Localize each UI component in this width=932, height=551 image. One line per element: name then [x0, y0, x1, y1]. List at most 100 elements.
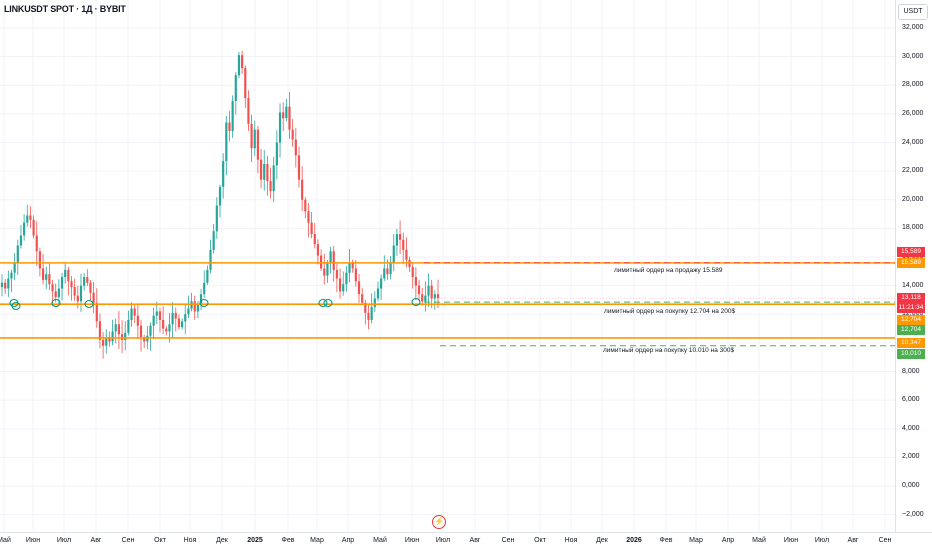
candle-body: [57, 288, 60, 298]
candle-body: [196, 304, 199, 312]
candle-body: [323, 268, 326, 276]
candle-body: [256, 129, 260, 160]
candle-body: [370, 307, 373, 320]
candle-body: [26, 215, 29, 223]
candle-body: [316, 244, 320, 256]
time-axis[interactable]: Май Июн Июл Авг Сен Окт Ноя Дек 2025 Фев Мар Апр Май…: [0, 532, 932, 551]
candle-body: [367, 312, 370, 320]
time-tick-label: Окт: [534, 537, 546, 544]
candle-body: [351, 262, 354, 269]
candle-body: [108, 337, 111, 342]
time-tick-label: Июл: [435, 537, 451, 544]
candle-body: [124, 332, 127, 341]
price-tick-label: 22,000: [902, 167, 924, 175]
candle-body: [136, 315, 139, 326]
price-tick-label: 14,000: [902, 281, 924, 289]
time-tick-label: 2025: [247, 537, 263, 544]
price-tick-label: 18,000: [902, 224, 924, 232]
candle-body: [282, 112, 285, 119]
price-tick-label: −2,000: [902, 510, 924, 518]
time-tick-label: Июл: [814, 537, 830, 544]
price-tick-label: 30,000: [902, 52, 924, 60]
time-tick-label: Июл: [56, 537, 72, 544]
time-tick-label: Окт: [154, 537, 166, 544]
time-tick-label: Июн: [404, 537, 420, 544]
candle-body: [114, 324, 117, 332]
candle-body: [332, 251, 335, 270]
candle-body: [111, 331, 114, 342]
candle-body: [92, 292, 95, 303]
candle-body: [215, 205, 218, 232]
chart-canvas[interactable]: [0, 0, 895, 532]
buy-order-note-2[interactable]: лимитный ордер на покупку 10.010 на 300$: [603, 347, 735, 354]
support-circle: [411, 297, 421, 307]
candle-body: [421, 294, 424, 302]
price-tick-label: 24,000: [902, 138, 924, 146]
candle-body: [310, 222, 313, 235]
candle-body: [414, 277, 417, 286]
time-tick-label: 2026: [626, 537, 642, 544]
time-tick-label: Авг: [847, 537, 859, 544]
candle-body: [7, 278, 10, 289]
candle-body: [357, 281, 361, 295]
candle-body: [297, 155, 301, 180]
candle-body: [402, 239, 405, 250]
price-tick-label: 8,000: [902, 367, 920, 375]
candle-body: [45, 274, 48, 280]
time-tick-label: Дек: [216, 537, 228, 544]
candle-body: [19, 235, 23, 246]
candle-body: [203, 282, 206, 295]
candle-body: [73, 287, 76, 296]
currency-button[interactable]: USDT: [898, 4, 928, 20]
buy-order-note-1[interactable]: лимитный ордер на покупку 12.704 на 200$: [604, 308, 736, 315]
candle-body: [38, 251, 42, 269]
candle-body: [285, 106, 288, 119]
candle-body: [102, 340, 105, 346]
price-badge-sell-order-2: 15,589: [897, 258, 925, 268]
candle-body: [212, 231, 215, 250]
candle-body: [269, 181, 272, 192]
candle-body: [427, 285, 430, 296]
candle-body: [10, 272, 13, 279]
candle-body: [329, 251, 332, 263]
time-tick-label: Ноя: [183, 537, 197, 544]
candle-body: [335, 269, 338, 279]
time-tick-label: Авг: [90, 537, 102, 544]
candle-body: [259, 159, 263, 180]
price-tick-label: 4,000: [902, 424, 920, 432]
candle-body: [278, 112, 282, 143]
candle-body: [60, 277, 64, 289]
candle-body: [364, 302, 367, 313]
price-badge-sell-order-1: 15,589: [897, 247, 925, 257]
time-tick-label: Июн: [783, 537, 799, 544]
candle-body: [253, 129, 256, 149]
support-circle: [84, 299, 94, 309]
candle-body: [193, 301, 196, 312]
support-circle: [318, 298, 328, 308]
time-tick-label: Апр: [721, 537, 735, 544]
candle-body: [417, 285, 421, 295]
candle-body: [424, 295, 427, 302]
candle-body: [83, 277, 86, 286]
price-badge-buy-order-2: 10,010: [897, 349, 925, 359]
lightning-icon[interactable]: ⚡: [432, 515, 446, 529]
candle-body: [54, 291, 57, 298]
time-tick-label: Дек: [596, 537, 608, 544]
time-tick-label: Фев: [659, 537, 673, 544]
chart-area[interactable]: LINKUSDT SPOT · 1Д · BYBIT лимитный орде…: [0, 0, 895, 532]
candle-body: [143, 337, 146, 342]
candle-body: [4, 282, 7, 289]
candle-body: [162, 319, 165, 329]
sell-order-note[interactable]: лимитный ордер на продажу 15.589: [614, 267, 723, 274]
time-tick-label: Мар: [310, 537, 324, 544]
candle-body: [225, 122, 228, 162]
candle-body: [354, 268, 357, 282]
price-badge-countdown: 11:21:34: [897, 303, 925, 313]
candle-body: [79, 285, 83, 302]
price-tick-label: 20,000: [902, 195, 924, 203]
time-tick-label: Ноя: [564, 537, 578, 544]
price-tick-label: 6,000: [902, 396, 920, 404]
candle-body: [373, 298, 376, 308]
candle-body: [0, 282, 4, 288]
candle-body: [41, 268, 45, 280]
